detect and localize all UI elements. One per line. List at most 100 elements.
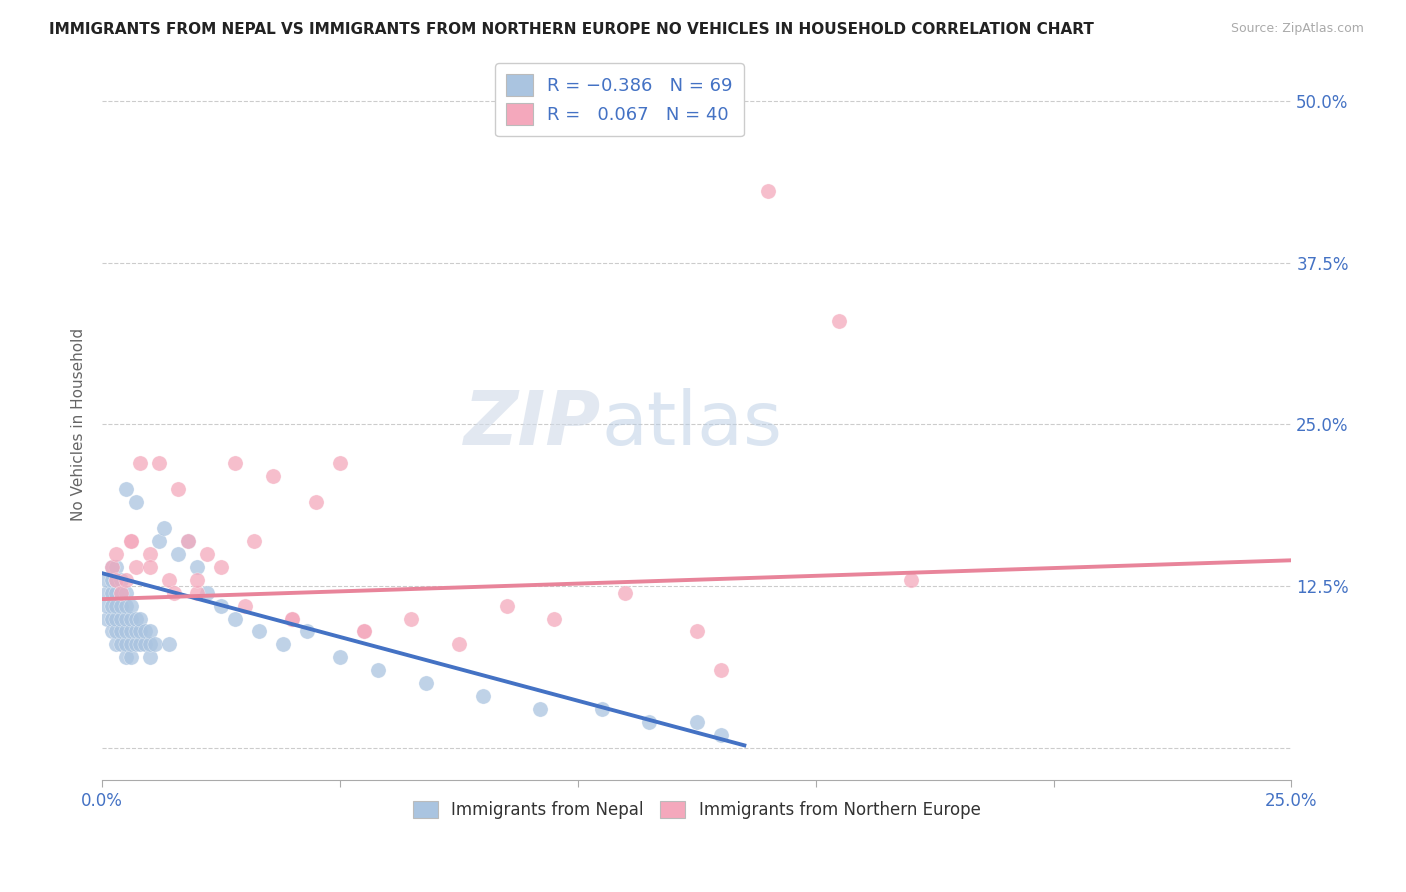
Point [105, 573, 128, 587]
Point [110, 573, 132, 587]
Point [115, 482, 138, 496]
Point [353, 624, 375, 639]
Point [115, 650, 138, 665]
Point [134, 637, 156, 651]
Point [120, 650, 142, 665]
Point [305, 495, 328, 509]
Point [353, 624, 375, 639]
Point [139, 624, 162, 639]
Point [529, 702, 551, 716]
Point [96, 599, 118, 613]
Point [115, 573, 138, 587]
Point [157, 573, 180, 587]
Point [186, 559, 208, 574]
Legend: Immigrants from Nepal, Immigrants from Northern Europe: Immigrants from Nepal, Immigrants from N… [406, 794, 987, 825]
Point [495, 599, 517, 613]
Point [295, 624, 318, 639]
Text: IMMIGRANTS FROM NEPAL VS IMMIGRANTS FROM NORTHERN EUROPE NO VEHICLES IN HOUSEHOL: IMMIGRANTS FROM NEPAL VS IMMIGRANTS FROM… [49, 22, 1094, 37]
Point [105, 585, 128, 599]
Point [281, 611, 304, 625]
Point [110, 585, 132, 599]
Point [281, 611, 304, 625]
Point [115, 611, 138, 625]
Point [148, 533, 170, 548]
Point [186, 585, 208, 599]
Point [162, 585, 184, 599]
Point [153, 521, 176, 535]
Point [124, 495, 146, 509]
Point [96, 611, 118, 625]
Point [105, 637, 128, 651]
Point [329, 650, 352, 665]
Point [157, 637, 180, 651]
Point [209, 559, 232, 574]
Point [120, 624, 142, 639]
Point [167, 547, 190, 561]
Point [129, 456, 152, 470]
Point [543, 611, 565, 625]
Point [591, 702, 613, 716]
Point [129, 611, 152, 625]
Point [105, 559, 128, 574]
Point [120, 599, 142, 613]
Point [110, 637, 132, 651]
Point [247, 624, 270, 639]
Point [756, 185, 779, 199]
Point [124, 559, 146, 574]
Point [195, 547, 218, 561]
Point [100, 611, 122, 625]
Point [110, 611, 132, 625]
Point [134, 624, 156, 639]
Point [100, 559, 122, 574]
Point [129, 624, 152, 639]
Point [100, 624, 122, 639]
Point [96, 573, 118, 587]
Point [120, 533, 142, 548]
Point [900, 573, 922, 587]
Point [100, 559, 122, 574]
Point [195, 585, 218, 599]
Point [139, 650, 162, 665]
Point [110, 599, 132, 613]
Point [709, 728, 731, 742]
Point [100, 585, 122, 599]
Point [186, 573, 208, 587]
Point [224, 456, 246, 470]
Point [148, 456, 170, 470]
Point [120, 637, 142, 651]
Point [139, 559, 162, 574]
Point [110, 585, 132, 599]
Point [120, 611, 142, 625]
Point [828, 314, 851, 328]
Point [105, 624, 128, 639]
Point [139, 547, 162, 561]
Point [143, 637, 166, 651]
Point [120, 533, 142, 548]
Point [115, 624, 138, 639]
Text: atlas: atlas [602, 388, 783, 461]
Point [243, 533, 266, 548]
Point [105, 547, 128, 561]
Point [100, 573, 122, 587]
Point [124, 624, 146, 639]
Point [167, 482, 190, 496]
Point [115, 637, 138, 651]
Point [638, 714, 661, 729]
Point [367, 663, 389, 677]
Point [401, 611, 423, 625]
Point [105, 599, 128, 613]
Point [209, 599, 232, 613]
Point [271, 637, 294, 651]
Text: Source: ZipAtlas.com: Source: ZipAtlas.com [1230, 22, 1364, 36]
Text: ZIP: ZIP [464, 388, 602, 461]
Point [686, 624, 709, 639]
Point [110, 624, 132, 639]
Point [329, 456, 352, 470]
Point [124, 637, 146, 651]
Point [471, 689, 494, 703]
Point [224, 611, 246, 625]
Point [139, 637, 162, 651]
Point [124, 611, 146, 625]
Point [262, 469, 284, 483]
Point [115, 585, 138, 599]
